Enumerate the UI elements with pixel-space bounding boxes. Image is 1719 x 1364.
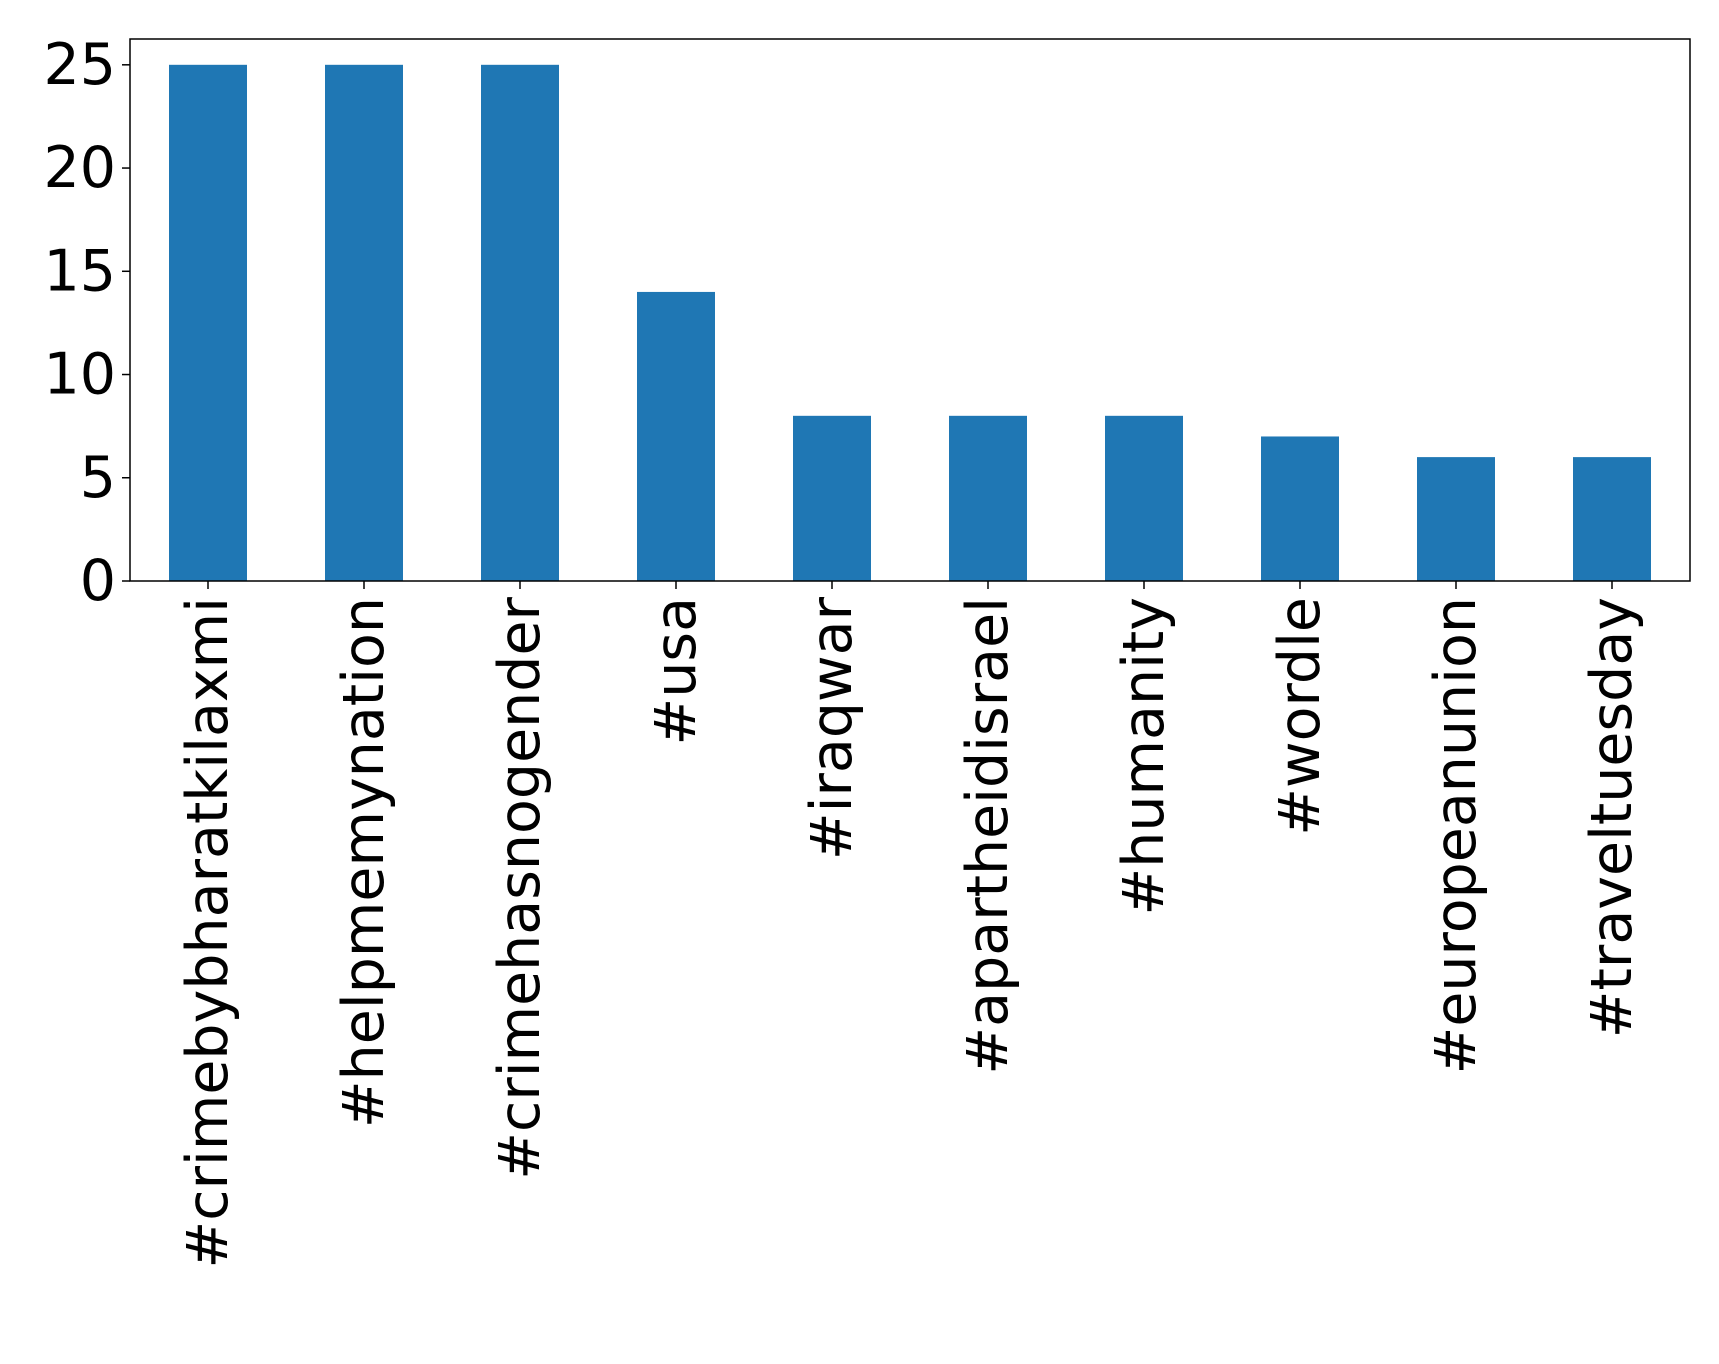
x-tick-label: #apartheidisrael	[955, 597, 1021, 1075]
x-tick-label: #europeanunion	[1423, 597, 1489, 1074]
y-tick-label: 0	[80, 548, 116, 614]
bar	[1417, 457, 1495, 581]
x-tick-label: #iraqwar	[799, 596, 865, 860]
y-axis: 0 5 10 15 20 25	[43, 32, 130, 614]
bar	[481, 64, 559, 581]
bar	[169, 64, 247, 581]
axes-frame	[129, 38, 1691, 582]
bar	[637, 291, 715, 581]
bar	[1573, 457, 1651, 581]
x-tick-label: #wordle	[1267, 597, 1333, 836]
y-tick-label: 25	[43, 32, 116, 98]
y-tick-label: 15	[43, 238, 116, 304]
x-axis: #crimebybharatkilaxmi #helpmemynation #cri…	[175, 581, 1645, 1269]
x-tick-label: #usa	[643, 597, 709, 746]
bar	[949, 415, 1027, 581]
y-tick-label: 5	[80, 445, 116, 511]
y-tick-label: 10	[43, 342, 116, 408]
x-tick-label: #crimebybharatkilaxmi	[175, 597, 241, 1269]
bar	[1105, 415, 1183, 581]
x-tick-label: #helpmemynation	[331, 597, 397, 1128]
y-tick-label: 20	[43, 135, 116, 201]
x-tick-label: #crimehasnogender	[487, 596, 553, 1179]
bars-group	[169, 64, 1651, 581]
bar	[325, 64, 403, 581]
x-tick-label: #traveltuesday	[1579, 597, 1645, 1038]
bar	[1261, 436, 1339, 581]
x-tick-label: #humanity	[1111, 597, 1177, 916]
bar	[793, 415, 871, 581]
